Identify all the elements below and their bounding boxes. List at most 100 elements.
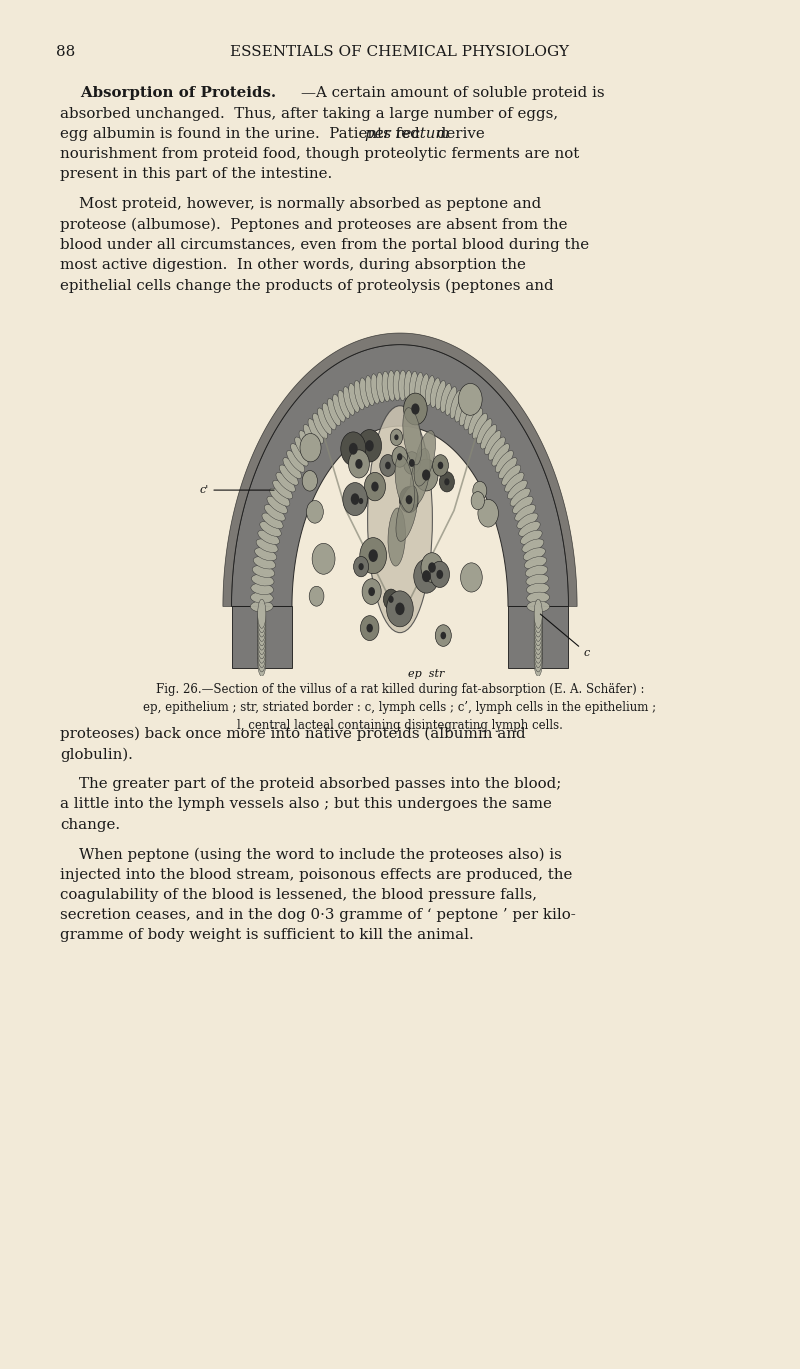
Text: When peptone (using the word to include the proteoses also) is: When peptone (using the word to include …	[60, 847, 562, 862]
Text: l, central lacteal containing disintegrating lymph cells.: l, central lacteal containing disintegra…	[237, 719, 563, 731]
Text: present in this part of the intestine.: present in this part of the intestine.	[60, 167, 332, 181]
Polygon shape	[223, 333, 577, 606]
Text: Absorption of Proteids.: Absorption of Proteids.	[60, 86, 276, 100]
Ellipse shape	[534, 626, 542, 654]
Ellipse shape	[354, 381, 365, 409]
Circle shape	[309, 586, 324, 606]
Circle shape	[406, 496, 413, 504]
Ellipse shape	[254, 548, 277, 561]
Ellipse shape	[526, 565, 548, 578]
Ellipse shape	[318, 408, 332, 434]
Circle shape	[354, 493, 367, 509]
Ellipse shape	[527, 601, 550, 612]
Circle shape	[444, 478, 450, 486]
Ellipse shape	[534, 604, 542, 632]
Circle shape	[422, 470, 430, 481]
Ellipse shape	[258, 643, 266, 672]
Text: nourishment from proteid food, though proteolytic ferments are not: nourishment from proteid food, though pr…	[60, 146, 579, 162]
Ellipse shape	[441, 383, 451, 412]
Circle shape	[380, 455, 396, 476]
Circle shape	[358, 430, 382, 461]
Text: Most proteid, however, is normally absorbed as peptone and: Most proteid, however, is normally absor…	[60, 197, 542, 211]
Circle shape	[414, 459, 438, 491]
Circle shape	[438, 461, 443, 470]
Text: ESSENTIALS OF CHEMICAL PHYSIOLOGY: ESSENTIALS OF CHEMICAL PHYSIOLOGY	[230, 45, 570, 59]
Ellipse shape	[327, 398, 341, 426]
Ellipse shape	[382, 371, 390, 401]
Text: epithelial cells change the products of proteolysis (peptones and: epithelial cells change the products of …	[60, 278, 554, 293]
Ellipse shape	[468, 408, 482, 434]
Ellipse shape	[258, 622, 266, 650]
Circle shape	[422, 570, 431, 582]
Ellipse shape	[360, 378, 370, 408]
Circle shape	[403, 393, 427, 424]
Ellipse shape	[534, 608, 542, 637]
Ellipse shape	[258, 600, 266, 628]
Circle shape	[354, 556, 369, 576]
Text: most active digestion.  In other words, during absorption the: most active digestion. In other words, d…	[60, 257, 526, 272]
Circle shape	[349, 442, 358, 455]
Ellipse shape	[254, 557, 276, 570]
Text: proteoses) back once more into native proteids (albumin and: proteoses) back once more into native pr…	[60, 727, 526, 742]
Ellipse shape	[464, 402, 478, 430]
Circle shape	[385, 461, 390, 470]
Circle shape	[341, 431, 366, 465]
Ellipse shape	[410, 371, 418, 401]
Circle shape	[409, 459, 414, 467]
Circle shape	[414, 559, 439, 593]
Ellipse shape	[393, 370, 402, 401]
Ellipse shape	[396, 486, 418, 541]
Circle shape	[366, 624, 373, 632]
Circle shape	[355, 459, 362, 468]
Ellipse shape	[488, 437, 506, 460]
Polygon shape	[231, 345, 569, 606]
Circle shape	[360, 538, 386, 574]
Ellipse shape	[262, 513, 283, 528]
Ellipse shape	[388, 508, 406, 565]
Text: coagulability of the blood is lessened, the blood pressure falls,: coagulability of the blood is lessened, …	[60, 888, 537, 902]
Circle shape	[369, 549, 378, 561]
Ellipse shape	[498, 457, 517, 479]
Ellipse shape	[368, 405, 432, 632]
Ellipse shape	[260, 522, 282, 537]
Ellipse shape	[398, 370, 407, 401]
Ellipse shape	[290, 444, 308, 465]
Ellipse shape	[258, 530, 279, 545]
Text: derive: derive	[432, 127, 485, 141]
Ellipse shape	[258, 616, 266, 646]
Ellipse shape	[526, 593, 550, 604]
Circle shape	[397, 453, 402, 460]
Ellipse shape	[258, 630, 266, 658]
Ellipse shape	[410, 449, 430, 505]
Circle shape	[439, 472, 454, 491]
Circle shape	[364, 472, 386, 501]
Ellipse shape	[420, 374, 429, 404]
Ellipse shape	[522, 539, 544, 553]
Ellipse shape	[492, 444, 510, 465]
Ellipse shape	[534, 630, 542, 658]
Ellipse shape	[303, 424, 319, 449]
Ellipse shape	[534, 622, 542, 650]
Circle shape	[461, 563, 482, 591]
Ellipse shape	[252, 565, 274, 578]
Ellipse shape	[256, 539, 278, 553]
Circle shape	[358, 498, 363, 504]
Text: absorbed unchanged.  Thus, after taking a large number of eggs,: absorbed unchanged. Thus, after taking a…	[60, 107, 558, 120]
Circle shape	[436, 570, 443, 579]
Ellipse shape	[270, 489, 290, 507]
Ellipse shape	[283, 457, 302, 479]
Circle shape	[302, 471, 318, 491]
Circle shape	[395, 602, 405, 615]
Ellipse shape	[415, 372, 423, 402]
Ellipse shape	[404, 371, 412, 401]
Ellipse shape	[534, 638, 542, 668]
Circle shape	[433, 455, 449, 476]
Text: secretion ceases, and in the dog 0·3 gramme of ‘ peptone ’ per kilo­: secretion ceases, and in the dog 0·3 gra…	[60, 908, 576, 923]
Circle shape	[478, 500, 498, 527]
Circle shape	[473, 482, 486, 500]
Polygon shape	[508, 606, 569, 668]
Ellipse shape	[534, 634, 542, 663]
Circle shape	[312, 543, 335, 574]
Ellipse shape	[526, 575, 549, 586]
Ellipse shape	[455, 394, 467, 422]
